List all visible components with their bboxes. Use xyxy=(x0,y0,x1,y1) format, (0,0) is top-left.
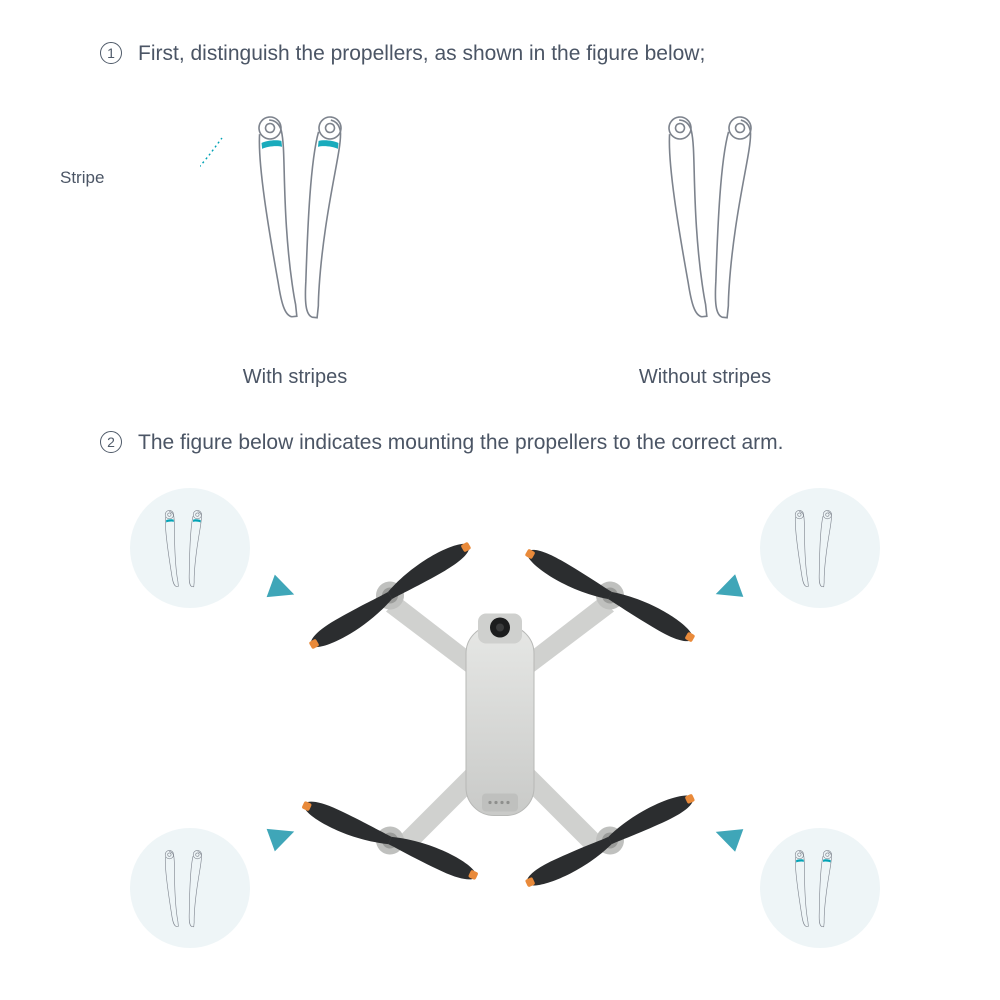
corner-badge-top-left xyxy=(130,488,250,608)
caption-without-stripes: Without stripes xyxy=(639,366,771,389)
prop-pair-without-stripes xyxy=(610,98,800,348)
drone-illustration xyxy=(290,505,710,910)
corner-badge-top-right xyxy=(760,488,880,608)
corner-badge-bottom-left xyxy=(130,828,250,948)
prop-pair-with-stripes xyxy=(200,98,390,348)
step-1-diagram: With stripes Without stripes xyxy=(100,98,900,389)
prop-group-without-stripes: Without stripes xyxy=(610,98,800,389)
step-1-header: 1 First, distinguish the propellers, as … xyxy=(100,40,900,68)
stripe-label: Stripe xyxy=(60,168,104,188)
caption-with-stripes: With stripes xyxy=(243,366,347,389)
prop-group-with-stripes: With stripes xyxy=(200,98,390,389)
step-2-text: The figure below indicates mounting the … xyxy=(138,429,784,457)
step-2-diagram xyxy=(100,478,900,938)
step-2-number: 2 xyxy=(100,431,122,453)
step-1-text: First, distinguish the propellers, as sh… xyxy=(138,40,705,68)
step-2-header: 2 The figure below indicates mounting th… xyxy=(100,429,900,457)
corner-badge-bottom-right xyxy=(760,828,880,948)
step-1-number: 1 xyxy=(100,42,122,64)
stripe-leader-line xyxy=(200,138,222,206)
